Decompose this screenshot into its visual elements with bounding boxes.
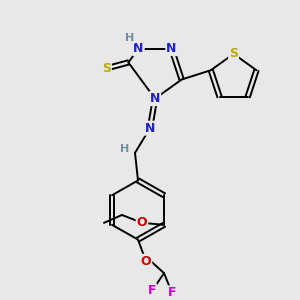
Text: N: N — [150, 92, 160, 105]
Text: N: N — [166, 42, 177, 55]
Text: S: S — [229, 47, 238, 60]
Text: F: F — [168, 286, 176, 299]
Text: S: S — [102, 62, 111, 75]
Text: O: O — [141, 255, 151, 268]
Text: H: H — [125, 33, 134, 43]
Text: O: O — [137, 216, 147, 229]
Text: N: N — [145, 122, 155, 135]
Text: H: H — [120, 144, 130, 154]
Text: F: F — [148, 284, 156, 297]
Text: N: N — [134, 42, 144, 55]
